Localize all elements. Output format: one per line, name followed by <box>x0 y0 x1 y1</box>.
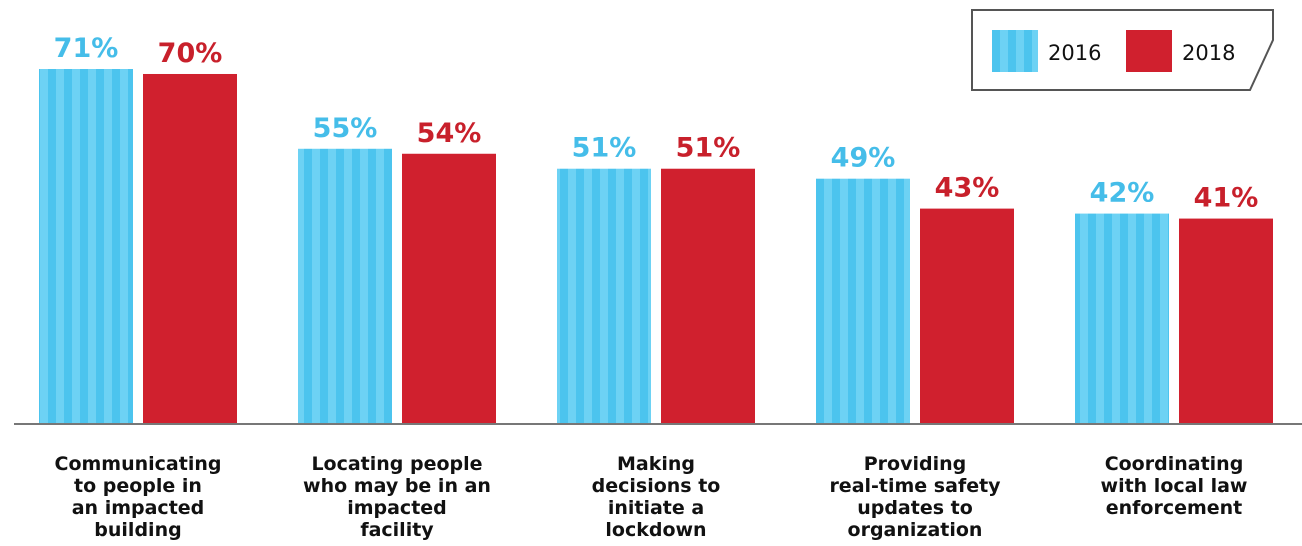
category-label-line: lockdown <box>605 519 706 541</box>
bar-2018-1 <box>143 73 237 424</box>
bar-2016-1 <box>39 69 133 423</box>
category-label-line: enforcement <box>1106 497 1243 519</box>
bars-group: 71% 70% 55% 54% 51% 51% 49% 43% 42% 41% <box>39 33 1273 424</box>
category-label-3: Making decisions to initiate a lockdown <box>592 453 721 541</box>
category-label-line: decisions to <box>592 475 721 497</box>
category-label-line: organization <box>848 519 983 541</box>
bar-2018-3 <box>661 168 755 423</box>
category-labels: Communicating to people in an impacted buil… <box>55 453 1248 541</box>
bar-2016-4 <box>816 178 910 423</box>
category-label-line: facility <box>360 519 434 541</box>
category-label-4: Providing real-time safety updates to organ… <box>829 453 1001 541</box>
category-label-line: real-time safety <box>829 475 1001 497</box>
legend-label-2018: 2018 <box>1182 41 1235 65</box>
category-label-line: initiate a <box>608 497 704 519</box>
category-label-line: Making <box>617 453 695 475</box>
bar-2016-2 <box>298 148 392 423</box>
value-label-2016-3: 51% <box>572 133 637 164</box>
value-label-2018-3: 51% <box>676 133 741 164</box>
legend-swatch-2016 <box>992 30 1038 72</box>
category-label-line: to people in <box>74 475 202 497</box>
legend-swatch-2018 <box>1126 30 1172 72</box>
category-label-line: Communicating <box>55 453 222 475</box>
category-label-2: Locating people who may be in an impacted f… <box>303 453 491 541</box>
category-label-5: Coordinating with local law enforcement <box>1101 453 1248 519</box>
value-label-2018-5: 41% <box>1194 183 1259 214</box>
category-label-line: impacted <box>347 497 447 519</box>
category-label-line: who may be in an <box>303 475 491 497</box>
value-label-2018-2: 54% <box>417 118 482 149</box>
category-label-line: Providing <box>864 453 967 475</box>
legend: 2016 2018 <box>971 9 1274 91</box>
value-label-2016-2: 55% <box>313 113 378 144</box>
legend-label-2016: 2016 <box>1048 41 1101 65</box>
bar-2016-5 <box>1075 213 1169 423</box>
bar-2018-5 <box>1179 218 1273 423</box>
value-label-2016-4: 49% <box>831 143 896 174</box>
category-label-line: with local law <box>1101 475 1248 497</box>
category-label-line: Locating people <box>311 453 482 475</box>
value-label-2018-1: 70% <box>158 38 223 69</box>
category-label-1: Communicating to people in an impacted buil… <box>55 453 222 541</box>
bar-2016-3 <box>557 168 651 423</box>
category-label-line: Coordinating <box>1105 453 1244 475</box>
bar-2018-4 <box>920 208 1014 423</box>
value-label-2016-5: 42% <box>1090 178 1155 209</box>
category-label-line: building <box>94 519 181 541</box>
bar-2018-2 <box>402 153 496 423</box>
category-label-line: an impacted <box>72 497 205 519</box>
value-label-2018-4: 43% <box>935 173 1000 204</box>
legend-frame <box>971 9 1274 91</box>
category-label-line: updates to <box>857 497 973 519</box>
value-label-2016-1: 71% <box>54 33 119 64</box>
